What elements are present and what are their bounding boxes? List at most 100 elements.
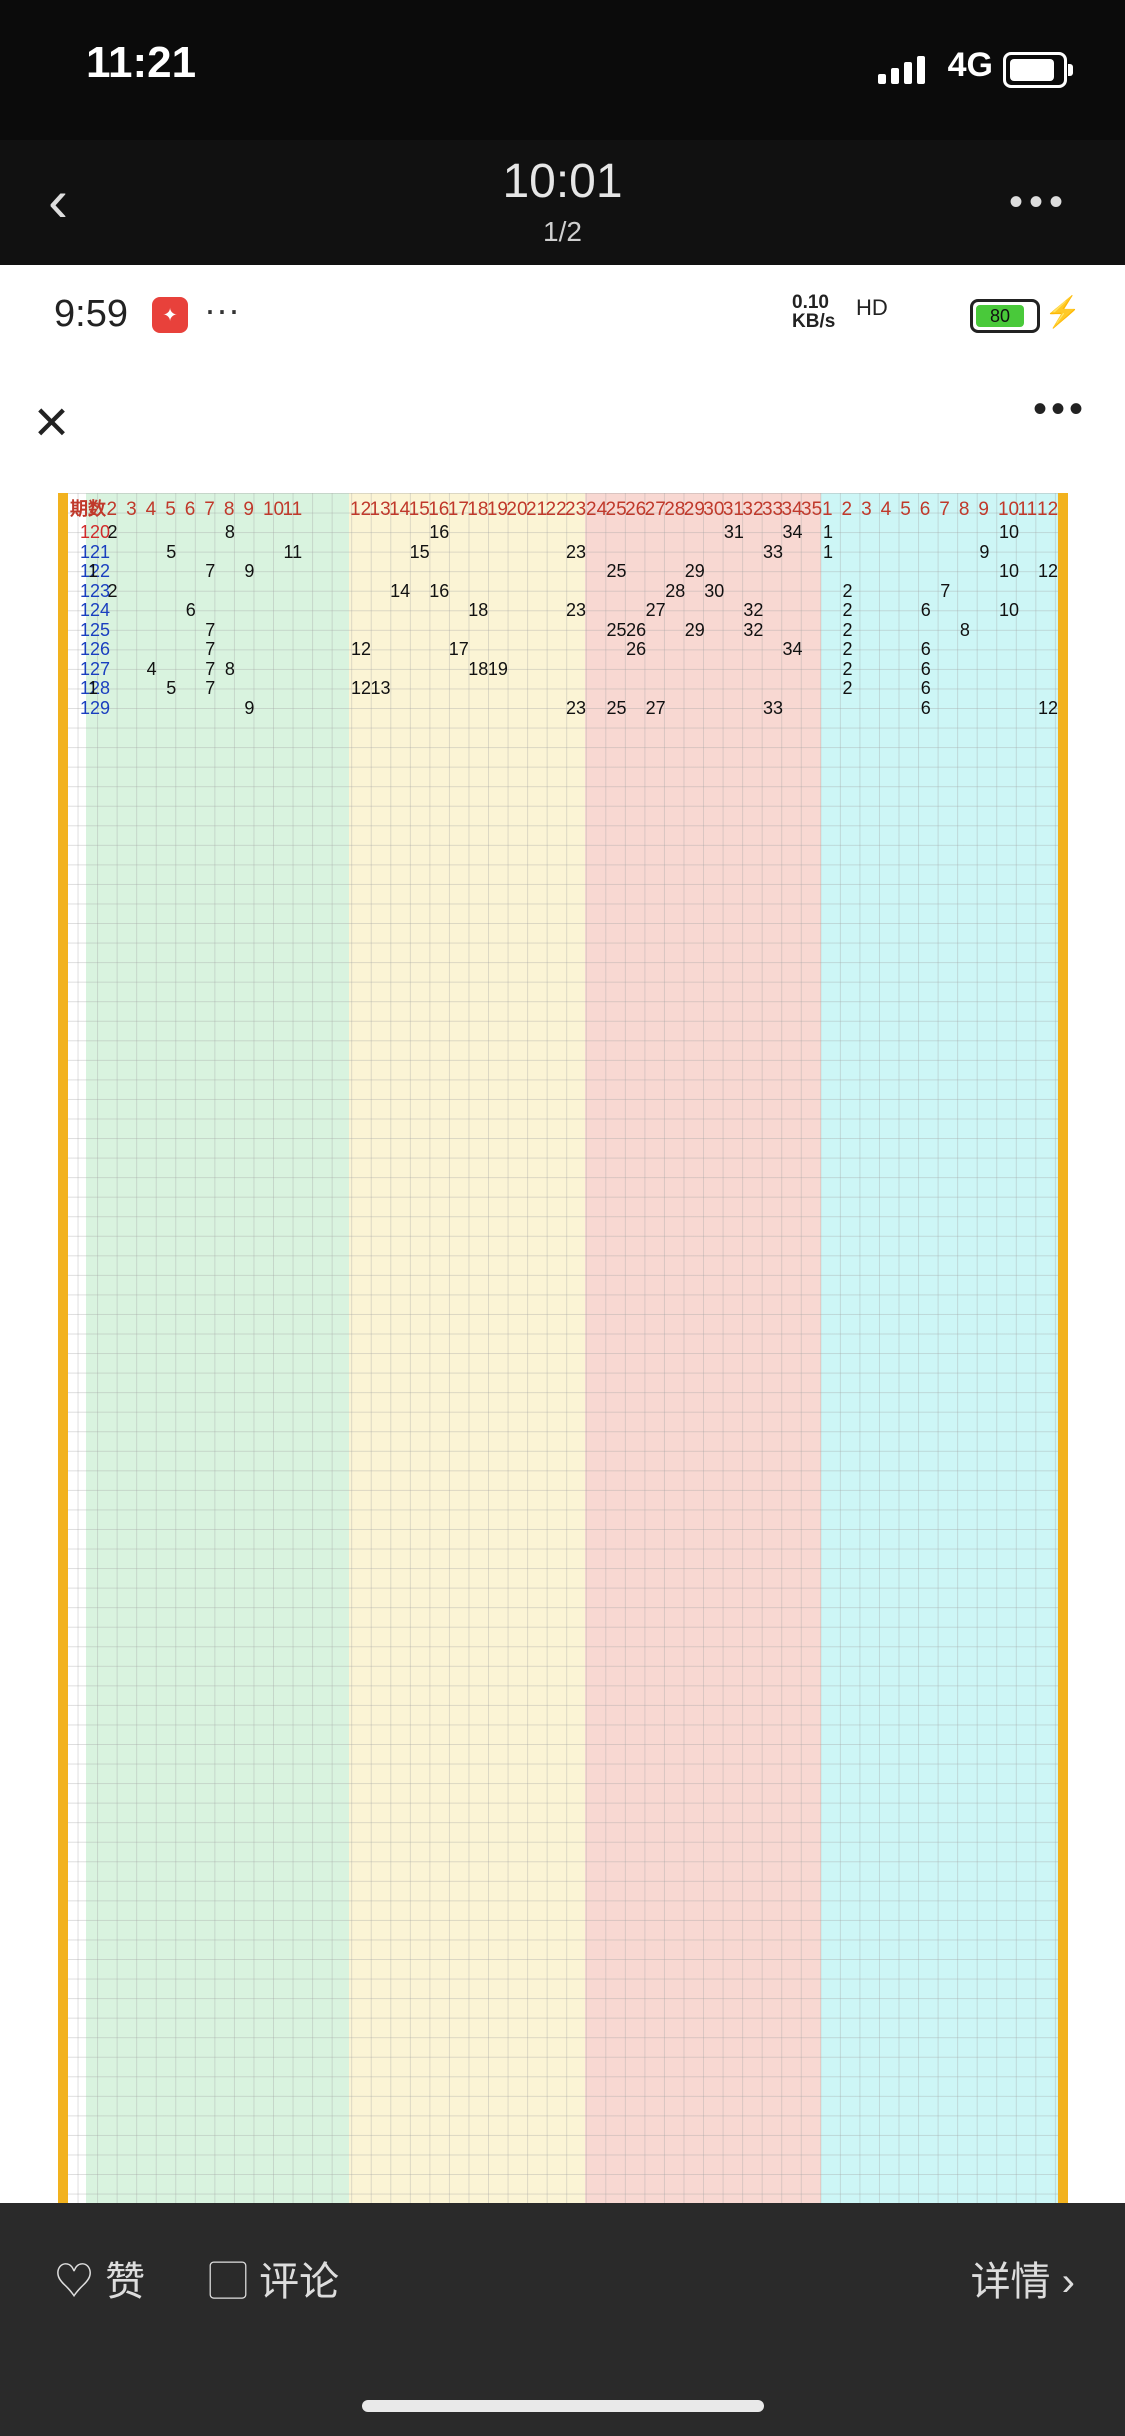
drawn-number: 19: [487, 658, 508, 679]
notification-more-icon: ···: [204, 289, 240, 330]
drawn-number: 6: [920, 600, 931, 621]
app-notification-icon: ✦: [152, 297, 188, 333]
inner-battery-icon: 80: [970, 299, 1040, 333]
drawn-number: 7: [205, 639, 216, 660]
drawn-number: 33: [762, 541, 783, 562]
drawn-number: 2: [842, 619, 853, 640]
column-header: 35: [801, 499, 823, 520]
chart-header: 期数 1 2 3 4 5 6 7 8 9 10 11 12 13 14 15 16 17 18 19 20 21 22 23…: [58, 493, 1068, 523]
drawn-number: 23: [566, 541, 587, 562]
column-header: 5: [900, 499, 911, 520]
column-header: 14: [389, 499, 411, 520]
drawn-number: 18: [468, 658, 489, 679]
drawn-number: 6: [920, 697, 931, 718]
drawn-number: 12: [1038, 561, 1059, 582]
period-number: 122: [80, 561, 111, 582]
drawn-number: 7: [205, 619, 216, 640]
inner-top-bar: × •••: [0, 365, 1125, 480]
drawn-number: 11: [283, 541, 303, 562]
column-header: 12: [1037, 499, 1059, 520]
drawn-number: 6: [185, 600, 196, 621]
drawn-number: 16: [429, 522, 450, 542]
drawn-number: 2: [842, 678, 853, 699]
drawn-number: 12: [351, 639, 372, 660]
period-number: 123: [80, 580, 111, 601]
column-header: 6: [919, 499, 931, 520]
column-header: 4: [145, 499, 157, 520]
left-border: [58, 493, 68, 2203]
column-header: 27: [644, 499, 666, 520]
drawn-number: 28: [665, 580, 686, 601]
column-header: 2: [841, 499, 853, 520]
drawn-number: 31: [723, 522, 744, 542]
zone-a: [86, 493, 349, 2203]
drawn-number: 9: [979, 541, 990, 562]
column-header: 24: [586, 499, 608, 520]
drawn-number: 32: [743, 619, 764, 640]
inner-status-time: 9:59: [54, 293, 128, 335]
table-row: 125 7 25 26 29 32 2 8: [58, 619, 1068, 641]
period-number: 120: [80, 522, 111, 542]
drawn-number: 25: [606, 561, 627, 582]
drawn-number: 33: [762, 697, 783, 718]
column-header: 1: [87, 499, 98, 520]
table-row: 126 7 12 17 26 34 2 6: [58, 640, 1068, 660]
drawn-number: 5: [166, 541, 177, 562]
period-number: 128: [80, 678, 111, 699]
inner-status-bar: 9:59 ✦ ··· 0.10 KB/s HD 80 ⚡: [0, 265, 1125, 365]
drawn-number: 23: [566, 697, 587, 718]
table-row: 123 2 14 16 28 30 2 7: [58, 580, 1068, 602]
inner-more-icon[interactable]: •••: [1032, 387, 1087, 431]
close-icon[interactable]: ×: [34, 388, 70, 455]
drawn-number: 1: [823, 541, 834, 562]
back-icon[interactable]: ‹: [48, 167, 68, 234]
table-row: 122 1 7 9 25 29 10 12: [58, 562, 1068, 582]
drawn-number: 8: [224, 658, 235, 679]
column-header: 16: [428, 499, 450, 520]
column-header: 10: [997, 499, 1020, 520]
drawn-number: 25: [606, 619, 627, 640]
chart-grid: [58, 493, 1068, 2203]
comment-button[interactable]: ▢ 评论: [208, 2260, 340, 2304]
drawn-number: 7: [205, 658, 216, 679]
column-header: 5: [165, 499, 176, 520]
drawn-number: 26: [626, 619, 647, 640]
period-number: 129: [80, 697, 111, 718]
column-header: 31: [722, 499, 744, 520]
column-header: 29: [683, 499, 705, 520]
details-button[interactable]: 详情 ›: [970, 2260, 1075, 2304]
drawn-number: 10: [998, 600, 1019, 621]
drawn-number: 8: [224, 522, 235, 542]
drawn-number: 29: [684, 619, 705, 640]
drawn-number: 17: [448, 639, 469, 660]
column-header: 4: [880, 499, 892, 520]
network-speed: 0.10 KB/s: [792, 292, 836, 332]
viewer-bottom-bar: ♡ 赞 ▢ 评论 详情 ›: [0, 2203, 1125, 2436]
table-row: 128 1 5 7 12 13 2 6: [58, 679, 1068, 699]
like-button[interactable]: ♡ 赞: [54, 2260, 146, 2304]
column-header: 18: [467, 499, 489, 520]
drawn-number: 7: [205, 678, 216, 699]
drawn-number: 12: [351, 678, 372, 699]
drawn-number: 1: [88, 561, 99, 582]
drawn-number: 6: [920, 678, 931, 699]
drawn-number: 7: [940, 580, 951, 601]
system-status-bar: 11:21 4G: [0, 0, 1125, 140]
drawn-number: 2: [842, 600, 853, 621]
drawn-number: 32: [743, 600, 764, 621]
drawn-number: 27: [645, 697, 666, 718]
drawn-number: 12: [1038, 697, 1059, 718]
column-header: 1: [822, 499, 833, 520]
more-options-icon[interactable]: •••: [1008, 180, 1069, 224]
column-header: 33: [761, 499, 784, 520]
column-header: 19: [486, 499, 508, 520]
zone-b: [349, 493, 585, 2203]
column-header: 21: [525, 499, 548, 520]
drawn-number: 2: [842, 580, 853, 601]
drawn-number: 26: [626, 639, 647, 660]
period-number: 127: [80, 658, 111, 679]
drawn-number: 30: [704, 580, 725, 601]
drawn-number: 2: [107, 522, 118, 542]
drawn-number: 6: [920, 639, 931, 660]
